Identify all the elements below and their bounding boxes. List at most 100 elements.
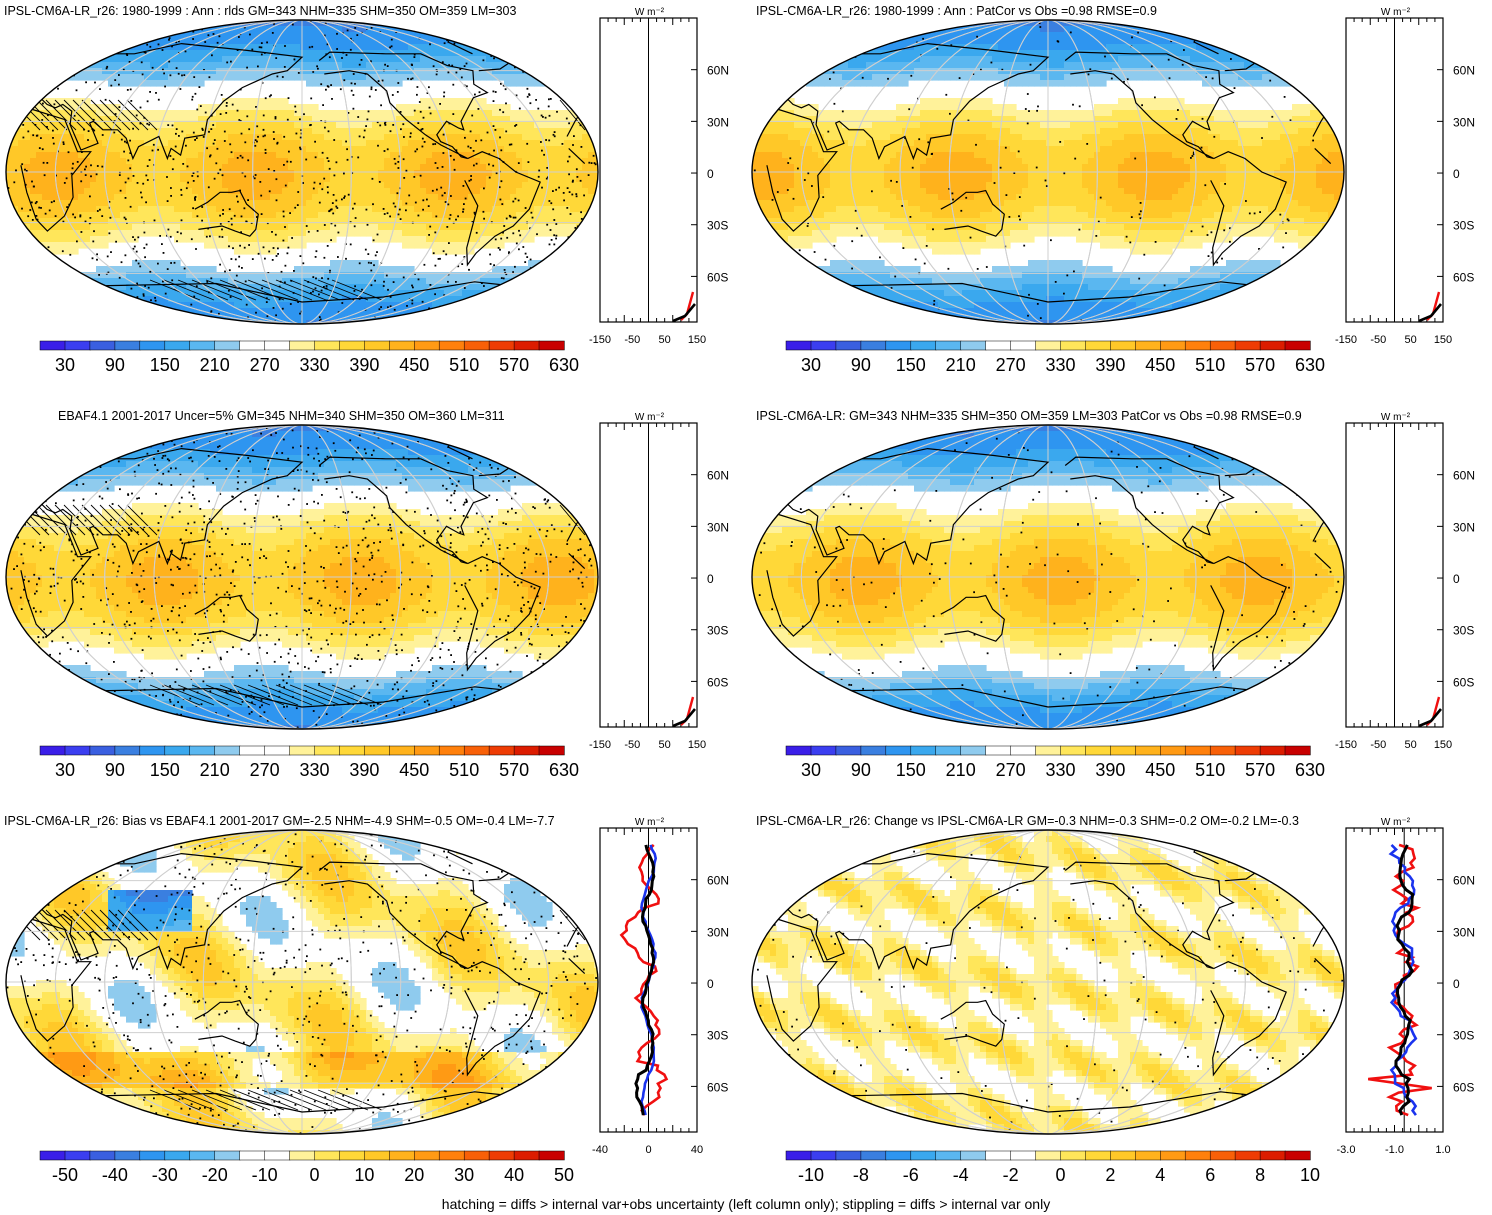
colorbar-tick-label: 90 [105, 760, 125, 780]
colorbar: 30 90 150 210 270 330 390 450 510 570 630 [785, 340, 1325, 375]
colorbar-tick-label: 150 [150, 760, 180, 780]
profile-tick-label: -50 [624, 334, 640, 346]
panel-graphic: 30 90 150 210 270 330 390 450 510 570 630 W m⁻² -150… [751, 7, 1475, 375]
colorbar-tick-label: 630 [1295, 760, 1325, 780]
profile-line-ens [1388, 843, 1418, 1116]
colorbar-tick-label: -20 [202, 1165, 228, 1185]
lat-tick-label: 0 [1453, 167, 1460, 181]
profile-tick-label: 1.0 [1435, 1144, 1450, 1156]
colorbar-tick-label: 510 [1195, 760, 1225, 780]
colorbar-tick-label: 8 [1255, 1165, 1265, 1185]
footer-note: hatching = diffs > internal var+obs unce… [0, 1196, 1492, 1212]
panel-model-ensemble: IPSL-CM6A-LR: GM=343 NHM=335 SHM=350 OM=… [746, 405, 1492, 810]
colorbar-tick-label: 30 [801, 355, 821, 375]
profile-tick-label: 50 [659, 739, 671, 751]
colorbar-tick-label: 450 [1145, 355, 1175, 375]
lat-tick-label: 60S [707, 675, 728, 689]
colorbar-tick-label: 50 [554, 1165, 574, 1185]
profile-unit: W m⁻² [635, 7, 665, 18]
colorbar-tick-label: 10 [354, 1165, 374, 1185]
lat-tick-label: 60N [707, 874, 729, 888]
colorbar-tick-label: 150 [896, 760, 926, 780]
colorbar-tick-label: 630 [549, 355, 579, 375]
profile-tick-label: 0 [645, 1144, 651, 1156]
lat-tick-label: 30N [1453, 925, 1475, 939]
colorbar-tick-label: 330 [1045, 760, 1075, 780]
profile-unit: W m⁻² [1381, 817, 1411, 828]
lat-tick-label: 60N [1453, 64, 1475, 78]
colorbar: -10 -8 -6 -4 -2 0 2 4 6 8 10 [785, 1150, 1320, 1185]
profile-tick-label: -150 [589, 739, 611, 751]
lat-tick-label: 60S [1453, 270, 1474, 284]
panel-title: IPSL-CM6A-LR_r26: Bias vs EBAF4.1 2001-2… [4, 814, 555, 828]
graticule [6, 830, 598, 1134]
profile-tick-label: 150 [1434, 334, 1452, 346]
lat-tick-label: 0 [707, 167, 714, 181]
colorbar-tick-label: 90 [851, 760, 871, 780]
colorbar-tick-label: 570 [499, 760, 529, 780]
colorbar-tick-label: 450 [399, 355, 429, 375]
lat-tick-label: 30N [1453, 115, 1475, 129]
zonal-profile: W m⁻² -150 -50 50 150 60N 30N 0 30S 60S [1335, 7, 1475, 346]
lat-tick-label: 30N [707, 925, 729, 939]
colorbar-tick-label: 30 [55, 355, 75, 375]
colorbar: 30 90 150 210 270 330 390 450 510 570 630 [39, 745, 579, 780]
graticule [752, 20, 1344, 324]
colorbar-tick-label: 450 [1145, 760, 1175, 780]
map-border [751, 424, 1345, 730]
lat-tick-label: 60S [707, 1080, 728, 1094]
colorbar-tick-label: 150 [150, 355, 180, 375]
profile-tick-label: 150 [1434, 739, 1452, 751]
graticule [752, 830, 1344, 1134]
colorbar: 30 90 150 210 270 330 390 450 510 570 630 [39, 340, 579, 375]
lat-tick-label: 60S [1453, 675, 1474, 689]
colorbar-tick-label: 270 [250, 355, 280, 375]
colorbar-tick-label: 20 [404, 1165, 424, 1185]
colorbar-tick-label: 330 [299, 760, 329, 780]
colorbar-tick-label: -30 [152, 1165, 178, 1185]
colorbar-tick-label: 210 [946, 760, 976, 780]
profile-line-model [1394, 844, 1415, 1116]
panel-graphic: 30 90 150 210 270 330 390 450 510 570 630 W m⁻² -150… [751, 412, 1475, 780]
colorbar-tick-label: 630 [1295, 355, 1325, 375]
lat-tick-label: 0 [1453, 572, 1460, 586]
lat-tick-label: 30S [1453, 624, 1474, 638]
profile-tick-label: -50 [1370, 739, 1386, 751]
colorbar-tick-label: 570 [499, 355, 529, 375]
colorbar-tick-label: -2 [1003, 1165, 1019, 1185]
colorbar-tick-label: 270 [996, 760, 1026, 780]
lat-tick-label: 30S [707, 624, 728, 638]
profile-line-model [672, 708, 696, 728]
colorbar-tick-label: 2 [1105, 1165, 1115, 1185]
lat-tick-label: 0 [707, 977, 714, 991]
profile-unit: W m⁻² [1381, 412, 1411, 423]
map-border [5, 424, 599, 730]
colorbar-tick-label: 210 [200, 355, 230, 375]
map-border [751, 19, 1345, 325]
panel-change-vs-ensemble: IPSL-CM6A-LR_r26: Change vs IPSL-CM6A-LR… [746, 810, 1492, 1215]
colorbar-tick-label: 6 [1205, 1165, 1215, 1185]
zonal-profile: W m⁻² -40 0 40 60N 30N 0 30S 60S [592, 817, 729, 1156]
profile-tick-label: 50 [659, 334, 671, 346]
profile-line-model [1418, 303, 1442, 323]
colorbar-tick-label: 330 [299, 355, 329, 375]
lat-tick-label: 30S [707, 1029, 728, 1043]
map-border [5, 19, 599, 325]
profile-tick-label: -150 [1335, 334, 1357, 346]
graticule [752, 425, 1344, 729]
profile-unit: W m⁻² [1381, 7, 1411, 18]
lat-tick-label: 60N [1453, 874, 1475, 888]
colorbar-tick-label: 510 [449, 760, 479, 780]
panel-title: IPSL-CM6A-LR_r26: 1980-1999 : Ann : rlds… [4, 4, 516, 18]
profile-line-model [634, 844, 656, 1116]
profile-tick-label: -50 [1370, 334, 1386, 346]
panel-graphic: 30 90 150 210 270 330 390 450 510 570 630 W m⁻² -150… [5, 412, 729, 780]
lat-tick-label: 30N [707, 115, 729, 129]
profile-line-obs [619, 843, 669, 1116]
colorbar-tick-label: 90 [105, 355, 125, 375]
panel-graphic: -10 -8 -6 -4 -2 0 2 4 6 8 10 W m⁻² -3.0 -1.0 1.0 60N 30N… [751, 817, 1475, 1185]
colorbar-tick-label: 390 [349, 355, 379, 375]
profile-tick-label: -40 [592, 1144, 608, 1156]
lat-tick-label: 60N [707, 64, 729, 78]
profile-tick-label: 50 [1405, 334, 1417, 346]
